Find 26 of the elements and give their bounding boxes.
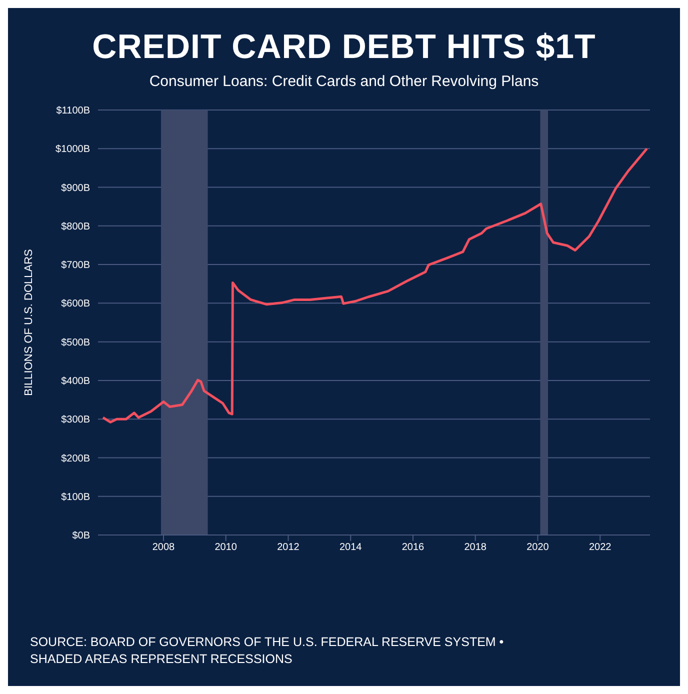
y-tick-label: $1000B [56, 144, 90, 156]
y-tick-label: $100B [61, 492, 90, 503]
x-tick-label: 2022 [588, 542, 612, 554]
y-tick-label: $400B [61, 376, 90, 388]
y-tick-label: $300B [61, 414, 90, 426]
chart-subtitle: Consumer Loans: Credit Cards and Other Revolving Plans [148, 73, 540, 90]
x-tick-label: 2016 [402, 542, 425, 554]
x-tick-label: 2008 [152, 542, 176, 554]
y-axis-title: BILLIONS OF U.S. DOLLARS [22, 249, 35, 396]
y-tick-label: $500B [61, 337, 90, 348]
line-series [102, 147, 648, 424]
y-tick-label: $0B [72, 530, 90, 542]
text: SHADED AREAS REPRESENT RECESSIONS [30, 651, 294, 668]
source-note: SOURCE: BOARD OF GOVERNORS OF THE U.S. FEDERAL RESERVE SYSTEM • [30, 634, 504, 651]
y-tick-label: $200B [61, 453, 90, 464]
x-tick-label: 2018 [464, 542, 487, 554]
y-tick-label: $800B [61, 221, 90, 232]
x-tick-label: 2014 [339, 542, 362, 554]
y-tick-label: $600B [61, 298, 90, 310]
x-tick-label: 2010 [214, 542, 238, 554]
chart-title: CREDIT CARD DEBT HITS $1T [91, 27, 597, 67]
y-tick-label: $900B [61, 182, 90, 194]
x-tick-label: 2012 [277, 542, 300, 554]
y-tick-label: $700B [61, 260, 90, 272]
y-tick-label: $1100B [56, 106, 90, 117]
x-tick-label: 2020 [526, 542, 550, 554]
